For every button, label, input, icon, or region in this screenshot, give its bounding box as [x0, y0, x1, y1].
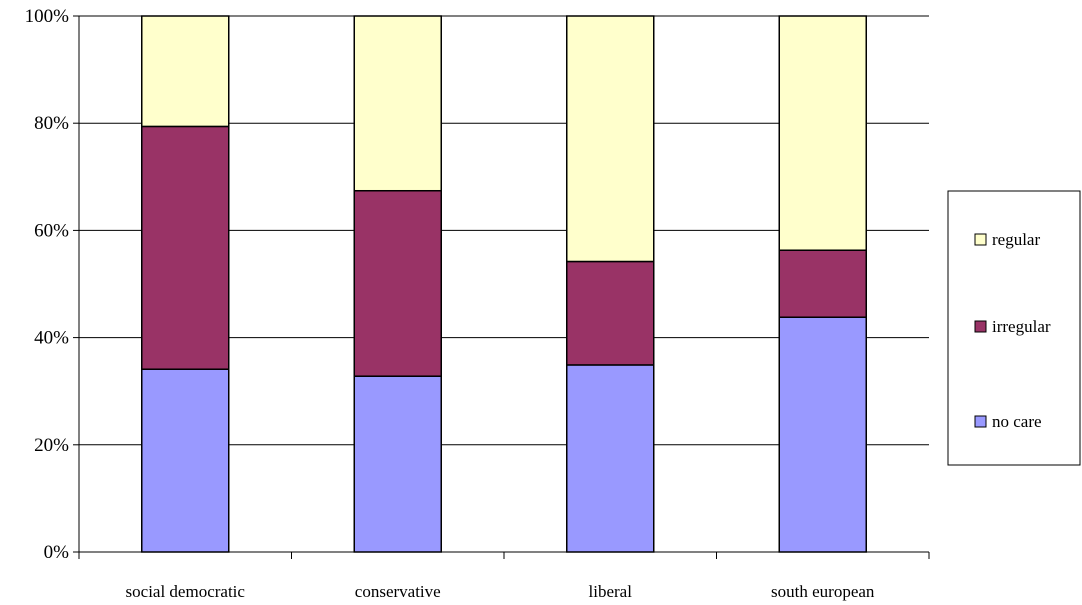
bar-segment-no-care: [778, 316, 867, 553]
legend-swatch: [974, 233, 987, 246]
legend: regular irregular no care: [947, 190, 1081, 466]
y-tick-label: 0%: [44, 542, 70, 563]
legend-label: regular: [992, 230, 1040, 249]
bar-stacks: [141, 15, 867, 553]
y-tick-label: 40%: [34, 328, 69, 349]
bar-segment-no-care: [566, 364, 655, 553]
legend-swatch: [974, 415, 987, 428]
y-axis-tick-labels: 0% 20% 40% 60% 80% 100%: [25, 6, 70, 563]
y-tick-label: 60%: [34, 220, 69, 241]
x-category-label: liberal: [589, 582, 633, 601]
x-axis-category-labels: social democratic conservative liberal sout…: [126, 582, 875, 601]
bar-segment-irregular: [141, 125, 230, 370]
bar-segment-irregular: [566, 260, 655, 366]
bar-segment-irregular: [778, 249, 867, 318]
legend-swatch: [974, 320, 987, 333]
x-category-label: social democratic: [126, 582, 246, 601]
legend-box: [947, 190, 1081, 466]
y-tick-label: 20%: [34, 435, 69, 456]
x-category-label: south european: [771, 582, 875, 601]
y-tick-label: 80%: [34, 113, 69, 134]
legend-label: irregular: [992, 317, 1051, 336]
bar-segment-regular: [566, 15, 655, 263]
bar-segment-regular: [353, 15, 442, 192]
bar-segment-regular: [141, 15, 230, 128]
bar-segment-no-care: [353, 375, 442, 553]
axes: [73, 15, 930, 559]
x-category-label: conservative: [355, 582, 441, 601]
bar-segment-no-care: [141, 368, 230, 553]
y-tick-label: 100%: [25, 6, 70, 27]
legend-label: no care: [992, 412, 1042, 431]
bar-segment-irregular: [353, 189, 442, 377]
bar-segment-regular: [778, 15, 867, 251]
